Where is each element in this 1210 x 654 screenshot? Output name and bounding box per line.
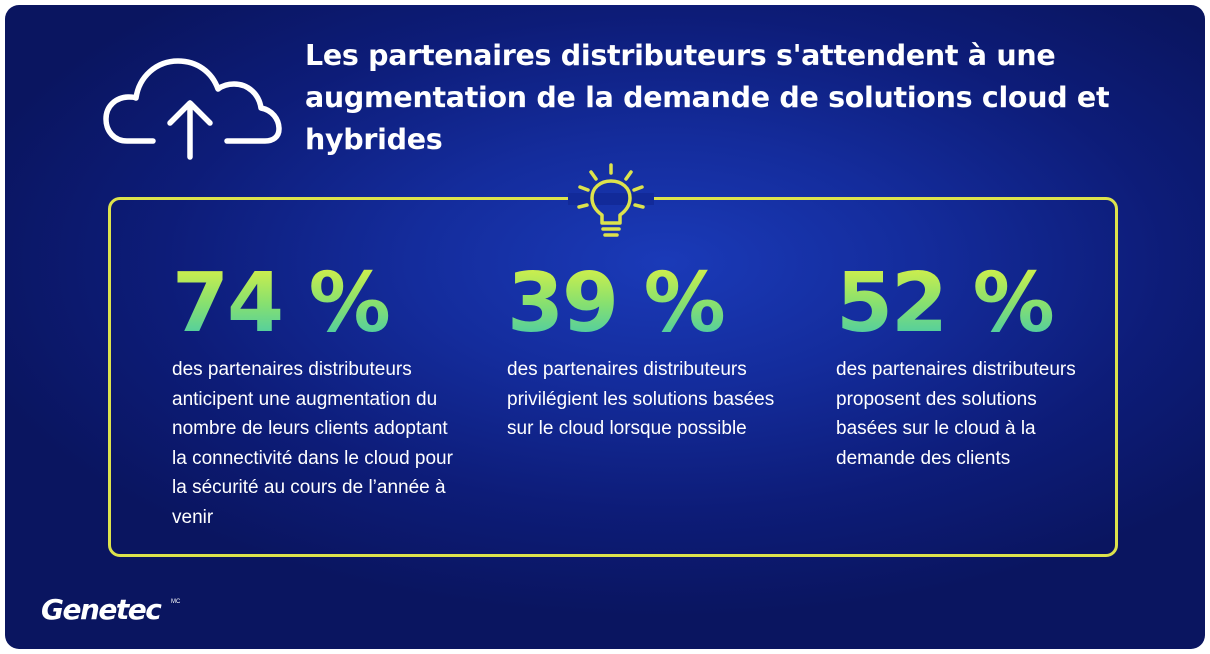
page-title: Les partenaires distributeurs s'attenden… xyxy=(305,39,1110,156)
stat-block-1: 74 % des partenaires distributeurs antic… xyxy=(172,261,462,532)
stat-value: 39 % xyxy=(507,261,792,347)
stat-description: des partenaires distributeurs proposent … xyxy=(836,359,1076,469)
lightbulb-icon xyxy=(577,163,645,237)
stat-block-3: 52 % des partenaires distributeurs propo… xyxy=(836,261,1086,473)
stat-description: des partenaires distributeurs anticipent… xyxy=(172,359,453,528)
stat-value: 74 % xyxy=(172,261,462,347)
frame-gap xyxy=(568,193,654,205)
cloud-upload-icon xyxy=(103,58,282,160)
stat-value: 52 % xyxy=(836,261,1086,347)
stat-description: des partenaires distributeurs privilégie… xyxy=(507,359,775,439)
stat-block-2: 39 % des partenaires distributeurs privi… xyxy=(507,261,792,444)
infographic-card: Les partenaires distributeurs s'attenden… xyxy=(5,5,1205,649)
logo-trademark: MC xyxy=(171,599,181,605)
genetec-logo: Genetec xyxy=(41,593,162,626)
